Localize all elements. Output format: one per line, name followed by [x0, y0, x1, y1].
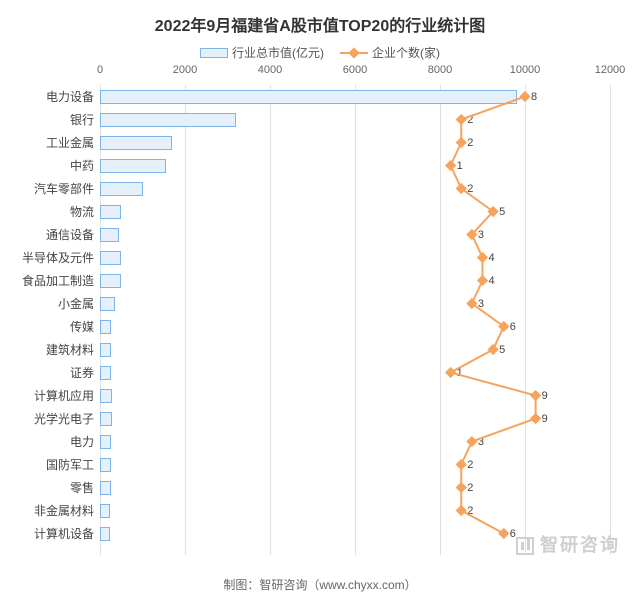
chart-title: 2022年9月福建省A股市值TOP20的行业统计图: [0, 0, 640, 36]
line-marker: [530, 413, 541, 424]
category-label: 食品加工制造: [2, 272, 94, 289]
x-axis: 020004000600080001000012000: [100, 64, 610, 84]
category-label: 物流: [2, 203, 94, 220]
legend-item-line: 企业个数(家): [340, 44, 440, 61]
line-marker: [466, 436, 477, 447]
category-label: 传媒: [2, 318, 94, 335]
category-label: 半导体及元件: [2, 249, 94, 266]
line-marker: [477, 252, 488, 263]
category-label: 证券: [2, 364, 94, 381]
legend-bar-swatch: [200, 48, 228, 58]
line-marker: [456, 505, 467, 516]
category-label: 通信设备: [2, 226, 94, 243]
footer-attribution: 制图：智研咨询（www.chyxx.com）: [223, 576, 416, 593]
category-label: 国防军工: [2, 456, 94, 473]
category-label: 中药: [2, 157, 94, 174]
line-marker: [456, 482, 467, 493]
category-label: 计算机应用: [2, 387, 94, 404]
watermark-text: 智研咨询: [540, 535, 620, 555]
category-label: 电力设备: [2, 88, 94, 105]
line-marker: [487, 344, 498, 355]
line-marker: [456, 137, 467, 148]
line-marker: [530, 390, 541, 401]
legend-item-bar: 行业总市值(亿元): [200, 44, 324, 61]
category-label: 光学光电子: [2, 410, 94, 427]
category-label: 工业金属: [2, 134, 94, 151]
category-label: 计算机设备: [2, 525, 94, 542]
line-marker: [445, 160, 456, 171]
line-marker: [445, 367, 456, 378]
category-label: 小金属: [2, 295, 94, 312]
watermark: 智研咨询: [516, 531, 620, 557]
legend-line-swatch: [340, 52, 368, 54]
watermark-icon: [516, 537, 534, 555]
x-tick-label: 6000: [343, 64, 367, 76]
gridline: [610, 85, 611, 555]
x-tick-label: 0: [97, 64, 103, 76]
category-label: 零售: [2, 479, 94, 496]
category-label: 建筑材料: [2, 341, 94, 358]
x-tick-label: 8000: [428, 64, 452, 76]
line-marker: [456, 459, 467, 470]
line-series: [100, 85, 610, 555]
legend: 行业总市值(亿元) 企业个数(家): [0, 44, 640, 61]
chart-container: 2022年9月福建省A股市值TOP20的行业统计图 行业总市值(亿元) 企业个数…: [0, 0, 640, 599]
plot-area: 电力设备8银行2工业金属2中药1汽车零部件2物流5通信设备3半导体及元件4食品加…: [100, 85, 610, 555]
x-tick-label: 10000: [510, 64, 541, 76]
category-label: 电力: [2, 433, 94, 450]
line-marker: [498, 528, 509, 539]
line-marker: [519, 91, 530, 102]
line-marker: [456, 114, 467, 125]
legend-line-label: 企业个数(家): [372, 44, 440, 61]
line-marker: [477, 275, 488, 286]
x-tick-label: 2000: [173, 64, 197, 76]
x-tick-label: 12000: [595, 64, 626, 76]
category-label: 汽车零部件: [2, 180, 94, 197]
category-label: 银行: [2, 111, 94, 128]
category-label: 非金属材料: [2, 502, 94, 519]
x-tick-label: 4000: [258, 64, 282, 76]
legend-bar-label: 行业总市值(亿元): [232, 44, 324, 61]
